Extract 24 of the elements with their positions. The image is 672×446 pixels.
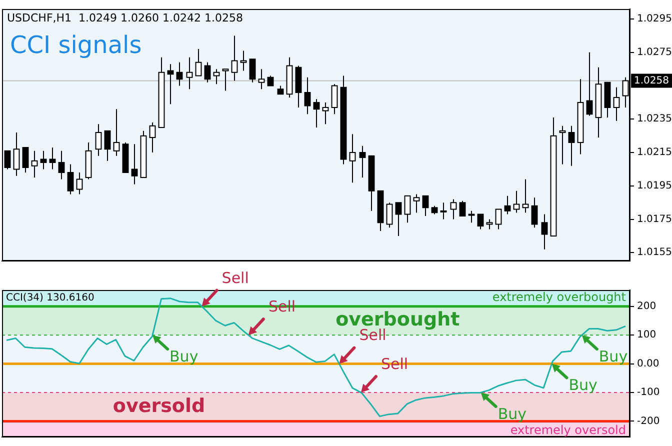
annotation: Buy	[498, 404, 527, 423]
chart-subtitle: USDCHF,H1 1.0249 1.0260 1.0242 1.0258	[7, 11, 243, 24]
y-tick-label: 100	[637, 330, 656, 341]
annotation: Buy	[598, 347, 628, 366]
y-tick-label: 200	[637, 300, 656, 312]
annotation: Sell	[222, 268, 249, 287]
y-tick-label: 1.0155	[637, 247, 672, 258]
band-label: extremely overbought	[492, 290, 626, 304]
y-tick-label: 1.0215	[637, 147, 672, 158]
y-tick-label: -100	[637, 387, 660, 398]
text: CCI signals	[10, 31, 142, 60]
ref-line-label: 1.0258	[634, 75, 669, 86]
band-label: oversold	[112, 394, 206, 417]
y-tick-label: 1.0235	[637, 114, 672, 125]
band-label: extremely oversold	[510, 423, 626, 438]
chart-title: CCI(34) 130.6160	[6, 292, 94, 304]
y-tick-label: -200	[637, 416, 660, 427]
y-tick-label: 1.0275	[637, 46, 672, 58]
annotation: Buy	[568, 376, 598, 394]
y-tick-label: 1.0175	[637, 214, 672, 225]
y-tick-label: 1.0295	[637, 14, 672, 25]
annotation: Buy	[170, 347, 198, 366]
y-tick-label: 1.0195	[637, 180, 672, 192]
y-tick-label: 0.00	[637, 358, 660, 370]
